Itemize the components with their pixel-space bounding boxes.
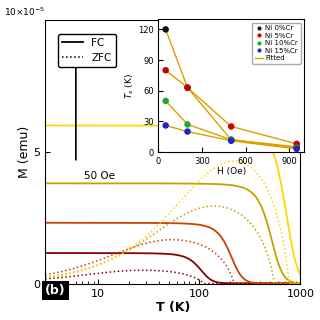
Point — [228, 138, 234, 143]
Point — [294, 146, 299, 151]
X-axis label: T (K): T (K) — [156, 301, 190, 315]
Legend: FC, ZFC: FC, ZFC — [58, 34, 116, 67]
Point — [185, 129, 190, 134]
Text: $10{\times}10^{-5}$: $10{\times}10^{-5}$ — [4, 5, 46, 18]
Point — [163, 98, 168, 103]
Point — [228, 124, 234, 129]
Point — [185, 122, 190, 127]
Text: (b): (b) — [45, 284, 66, 297]
Legend: Ni 0%Cr, Ni 5%Cr, Ni 10%Cr, Ni 15%Cr, Fitted: Ni 0%Cr, Ni 5%Cr, Ni 10%Cr, Ni 15%Cr, Fi… — [252, 23, 300, 64]
Point — [185, 85, 190, 90]
Text: 50 Oe: 50 Oe — [84, 171, 115, 180]
Y-axis label: M (emu): M (emu) — [18, 126, 31, 178]
Point — [163, 27, 168, 32]
Point — [294, 141, 299, 146]
Point — [185, 85, 190, 90]
Point — [228, 137, 234, 142]
Point — [294, 145, 299, 150]
Point — [228, 137, 234, 142]
X-axis label: H (Oe): H (Oe) — [217, 167, 246, 176]
Text: 1 kOe: 1 kOe — [84, 42, 114, 52]
Y-axis label: $T_s$ (K): $T_s$ (K) — [124, 73, 136, 99]
Point — [294, 144, 299, 149]
Point — [163, 68, 168, 73]
Point — [163, 123, 168, 128]
